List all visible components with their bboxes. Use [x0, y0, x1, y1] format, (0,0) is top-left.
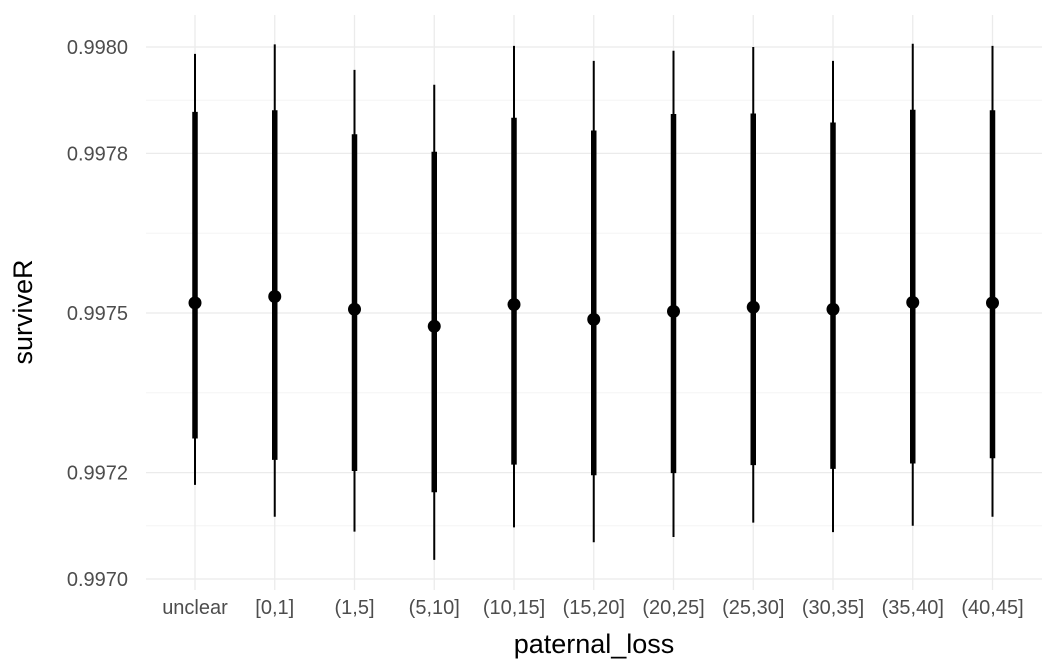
point-estimate	[826, 302, 840, 316]
point-estimate	[427, 319, 441, 333]
x-tick-label: (5,10]	[409, 597, 460, 619]
y-tick-label: 0.9970	[67, 569, 128, 591]
y-tick-label: 0.9972	[67, 463, 128, 485]
x-axis-title: paternal_loss	[514, 629, 675, 659]
point-estimate	[587, 312, 601, 326]
y-axis-title: surviveR	[8, 259, 38, 364]
point-estimate	[348, 302, 361, 316]
x-tick-label: (25,30]	[722, 597, 784, 619]
x-tick-label: unclear	[162, 597, 228, 619]
x-tick-label: [0,1]	[255, 597, 294, 619]
point-estimate	[667, 304, 680, 318]
x-tick-label: (10,15]	[483, 597, 545, 619]
point-estimate	[906, 295, 920, 309]
x-axis-ticks: unclear [0,1] (1,5] (5,10] (10,15] (15,20] (20…	[162, 597, 1023, 619]
x-tick-label: (35,40]	[882, 597, 944, 619]
point-estimate	[507, 297, 521, 311]
chart-marks	[188, 43, 999, 560]
y-tick-label: 0.9980	[67, 37, 128, 59]
y-axis-ticks: 0.9970 0.9972 0.9975 0.9978 0.9980	[67, 37, 128, 591]
point-estimate	[746, 300, 760, 314]
x-tick-label: (20,25]	[642, 597, 704, 619]
point-estimate	[986, 296, 999, 310]
y-tick-label: 0.9975	[67, 303, 128, 325]
x-tick-label: (1,5]	[334, 597, 374, 619]
x-tick-label: (15,20]	[563, 597, 625, 619]
x-tick-label: (40,45]	[961, 597, 1023, 619]
x-tick-label: (30,35]	[802, 597, 864, 619]
y-tick-label: 0.9978	[67, 143, 128, 165]
point-estimate	[188, 296, 202, 310]
point-estimate	[268, 290, 282, 304]
